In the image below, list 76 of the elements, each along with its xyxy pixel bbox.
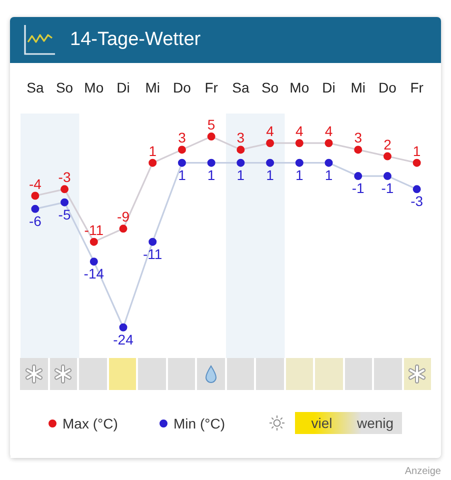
point <box>207 132 216 141</box>
x-tick-label: So <box>56 80 74 96</box>
point <box>236 146 245 154</box>
point <box>31 192 40 200</box>
data-label: -11 <box>84 222 104 238</box>
data-label: 1 <box>207 166 216 183</box>
x-tick-label: Sa <box>232 80 250 96</box>
x-tick-label: Mo <box>84 80 104 96</box>
x-tick-label: Mi <box>350 80 366 96</box>
text: viel <box>310 414 334 433</box>
x-tick-label: Mi <box>145 80 160 96</box>
data-label: 4 <box>296 123 304 140</box>
data-label: -14 <box>84 266 104 282</box>
point <box>324 158 333 167</box>
point <box>207 158 216 167</box>
point <box>266 158 274 167</box>
data-label: -1 <box>381 180 394 196</box>
x-tick-label: Di <box>322 80 336 96</box>
data-label: 2 <box>384 136 392 152</box>
data-label: 3 <box>354 130 362 146</box>
data-label: -9 <box>117 208 130 225</box>
point <box>178 158 186 167</box>
point <box>119 323 128 332</box>
point <box>236 158 245 167</box>
x-tick-label: Mo <box>290 80 310 96</box>
point <box>266 139 274 148</box>
point <box>148 158 157 167</box>
data-label: 5 <box>207 116 216 133</box>
data-label: 1 <box>148 142 157 159</box>
point <box>90 258 98 266</box>
legend-label: Max (°C) <box>62 416 118 432</box>
chart-title: 14-Tage-Wetter <box>70 28 201 52</box>
x-tick-label: Fr <box>410 80 424 96</box>
data-label: 4 <box>324 123 333 140</box>
x-tick-label: Di <box>116 80 130 96</box>
point <box>295 139 304 148</box>
point <box>178 146 186 154</box>
data-label: -5 <box>58 206 71 222</box>
x-tick-label: Do <box>378 80 397 96</box>
point <box>148 238 157 246</box>
data-label: -3 <box>410 193 424 210</box>
data-label: 1 <box>266 166 274 183</box>
data-label: -4 <box>28 176 42 192</box>
data-label: 4 <box>266 123 274 140</box>
data-label: 3 <box>178 130 186 146</box>
data-label: 1 <box>296 166 304 183</box>
point <box>31 204 40 213</box>
data-label: -3 <box>58 169 71 186</box>
data-label: 1 <box>412 142 421 159</box>
point <box>119 224 128 233</box>
point <box>60 185 69 194</box>
x-tick-label: Fr <box>204 80 218 96</box>
data-label: 1 <box>324 166 333 183</box>
data-label: 1 <box>236 166 245 183</box>
data-label: 3 <box>236 130 245 146</box>
data-label: -6 <box>28 212 42 229</box>
point <box>412 185 421 194</box>
point <box>90 238 98 246</box>
point <box>383 172 392 180</box>
point <box>60 198 69 206</box>
point <box>412 158 421 167</box>
legend-label: Min (°C) <box>174 416 225 432</box>
x-tick-label: So <box>261 80 279 96</box>
x-tick-label: Sa <box>26 80 44 96</box>
text: Anzeige <box>404 466 441 478</box>
text: wenig <box>356 414 395 433</box>
x-tick-label: Do <box>173 80 192 96</box>
data-label: 1 <box>178 166 186 183</box>
point <box>354 146 362 154</box>
data-label: -1 <box>352 180 365 196</box>
point <box>354 172 362 180</box>
data-label: -11 <box>143 246 162 262</box>
point <box>324 139 333 148</box>
data-label: -24 <box>113 331 134 348</box>
point <box>295 158 304 167</box>
point <box>383 152 392 160</box>
